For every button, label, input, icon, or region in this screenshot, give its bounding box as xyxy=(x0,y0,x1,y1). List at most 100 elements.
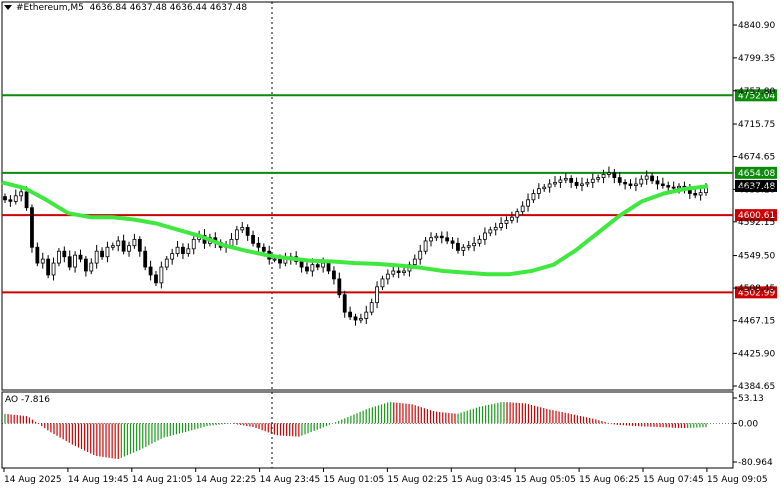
candle xyxy=(407,261,412,277)
candle xyxy=(596,174,601,183)
candle-body xyxy=(305,266,309,272)
candle xyxy=(617,172,622,186)
candle-body xyxy=(353,316,358,321)
candle-body xyxy=(553,181,557,185)
candle xyxy=(353,313,358,326)
candle xyxy=(607,166,611,178)
candle-body xyxy=(617,177,622,183)
candle-body xyxy=(698,192,703,196)
candle-body xyxy=(261,246,266,252)
candle xyxy=(612,168,617,184)
candle xyxy=(143,246,148,271)
chevron-down-icon[interactable] xyxy=(4,5,12,10)
candle-body xyxy=(8,199,13,202)
candle xyxy=(536,183,541,199)
candle xyxy=(154,270,158,287)
candle-body xyxy=(326,262,331,272)
price-tick-label: 4757.80 xyxy=(738,87,775,97)
price-tick-label: 4840.90 xyxy=(738,21,775,31)
candle xyxy=(660,177,665,189)
candle-body xyxy=(83,258,88,272)
candle xyxy=(364,305,369,325)
ao-pane-frame xyxy=(1,391,734,469)
candle xyxy=(698,187,703,201)
candle xyxy=(191,236,196,255)
candle-body xyxy=(186,248,191,254)
price-tick-label: 4425.90 xyxy=(738,349,775,359)
candle-body xyxy=(607,172,611,175)
price-tick-label: 4715.75 xyxy=(738,120,775,130)
candle xyxy=(461,244,466,256)
candle-body xyxy=(321,262,326,268)
candle-body xyxy=(181,246,185,254)
ao-tick-label: -80.964 xyxy=(738,458,773,468)
candle-body xyxy=(272,258,277,261)
candle-body xyxy=(89,262,94,272)
candle xyxy=(423,236,428,255)
candle-body xyxy=(143,250,148,268)
candle xyxy=(13,189,18,205)
candle xyxy=(127,241,131,257)
candle-body xyxy=(315,264,320,268)
candle-body xyxy=(105,246,110,258)
candle-body xyxy=(650,175,654,182)
candle xyxy=(456,237,460,254)
candle-body xyxy=(590,178,595,183)
candle-body xyxy=(515,211,520,218)
candle-body xyxy=(456,242,460,251)
candle-body xyxy=(57,250,61,264)
candle xyxy=(51,257,56,281)
candle-body xyxy=(628,183,633,186)
candle-body xyxy=(62,250,67,258)
candle xyxy=(159,261,164,289)
candles xyxy=(3,166,708,326)
candle xyxy=(639,175,644,188)
price-tick-label: 4467.15 xyxy=(738,317,775,327)
chart-header: #Ethereum,M5 4636.84 4637.48 4636.44 463… xyxy=(4,3,247,13)
candle-body xyxy=(30,207,34,248)
candle-body xyxy=(348,311,353,318)
candle-body xyxy=(127,245,131,252)
candle xyxy=(434,233,439,241)
candle-body xyxy=(13,195,18,202)
candle-body xyxy=(364,311,369,319)
moving-average xyxy=(1,180,709,277)
candle-body xyxy=(563,178,568,181)
candle-body xyxy=(278,258,282,264)
candle-body xyxy=(601,174,606,179)
candle-body xyxy=(19,191,24,197)
price-tick-label: 4799.35 xyxy=(738,54,775,64)
candle-body xyxy=(693,193,698,196)
candle-body xyxy=(375,286,379,304)
candle xyxy=(644,170,649,185)
candle xyxy=(332,266,336,285)
candle-body xyxy=(585,181,590,185)
candle-body xyxy=(655,180,660,185)
candle-body xyxy=(488,229,493,234)
candle-body xyxy=(671,186,676,189)
level-label-bg xyxy=(735,286,777,299)
candle-body xyxy=(380,278,385,288)
candle-body xyxy=(234,229,239,240)
level-price-label: 4600.61 xyxy=(738,211,775,221)
candle xyxy=(234,225,239,245)
candle-body xyxy=(569,178,574,183)
time-tick-label: 14 Aug 23:45 xyxy=(260,475,321,485)
candle xyxy=(148,260,153,281)
candle-body xyxy=(121,240,126,252)
candle xyxy=(181,243,185,260)
candle-body xyxy=(580,183,584,186)
candle xyxy=(164,255,169,271)
level-label-bg xyxy=(735,89,777,102)
candle xyxy=(3,193,7,203)
candle-body xyxy=(596,177,601,180)
candle xyxy=(488,226,493,237)
candle-body xyxy=(137,238,142,252)
candle xyxy=(46,255,51,279)
candle-body xyxy=(493,227,498,231)
candle xyxy=(375,281,379,309)
candle-body xyxy=(67,256,72,268)
candle xyxy=(380,275,385,290)
